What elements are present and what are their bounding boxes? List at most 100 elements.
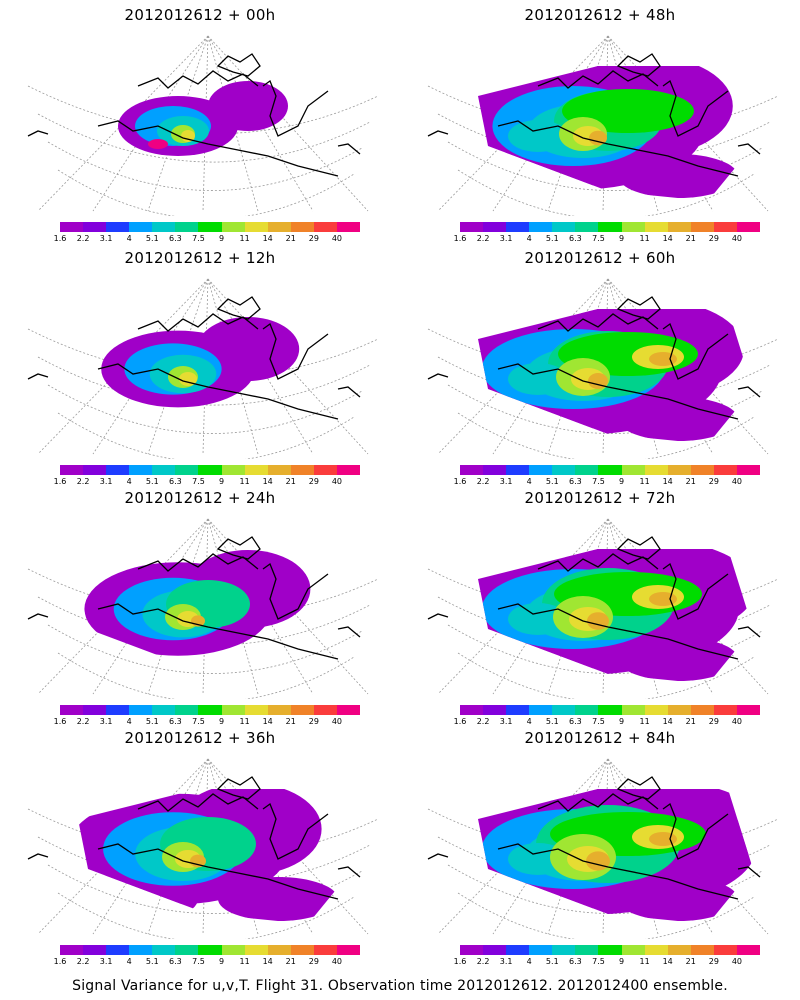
colorbar-tick-label: 29: [708, 234, 719, 243]
colorbar-tick-label: 2.2: [76, 477, 90, 486]
colorbar-tick-label: 9: [218, 717, 225, 726]
colorbar-labels: 1.6 2.2 3.1 4 5.1 6.3 7.5 9 11 14 21 29 40: [54, 477, 360, 487]
colorbar-tick-label: 21: [685, 234, 696, 243]
variance-contour: [508, 120, 568, 152]
colorbar-swatch: [460, 705, 484, 715]
colorbar-swatch: [575, 222, 599, 232]
coastline: [427, 296, 761, 420]
colorbar-tick-label: 21: [285, 717, 296, 726]
colorbar-swatch: [290, 705, 314, 715]
colorbar-tick-label: 21: [285, 234, 296, 243]
colorbar-swatch: [621, 465, 645, 475]
colorbar-tick-label: 11: [239, 477, 250, 486]
colorbar-tick-label: 29: [308, 717, 319, 726]
colorbar-tick-label: 9: [218, 477, 225, 486]
colorbar: [60, 465, 361, 475]
variance-contour: [589, 130, 607, 146]
colorbar-swatch: [552, 705, 576, 715]
colorbar-swatch: [198, 465, 222, 475]
colorbar-swatch: [667, 465, 691, 475]
colorbar-swatch: [175, 465, 199, 475]
panel-title: 2012012612 + 36h: [124, 729, 276, 747]
variance-map: [27, 518, 379, 699]
colorbar-swatch: [736, 222, 761, 232]
map-panel: 2012012612 + 00h 1.6 2.2 3.1 4 5.1 6.3 7.5 9 11 14…: [0, 0, 400, 243]
colorbar-swatch: [667, 705, 691, 715]
colorbar-swatch: [198, 945, 222, 955]
colorbar-swatch: [313, 222, 337, 232]
colorbar-swatch: [644, 705, 668, 715]
colorbar-tick-label: 1.6: [53, 477, 67, 486]
colorbar-tick-label: 4: [526, 957, 532, 966]
colorbar: [60, 222, 361, 232]
colorbar-swatch: [483, 465, 507, 475]
variance-field: [84, 550, 311, 656]
colorbar-tick-label: 4: [126, 477, 132, 486]
colorbar-tick-label: 6.3: [569, 477, 582, 486]
colorbar-tick-label: 1.6: [453, 234, 467, 243]
colorbar: [460, 945, 761, 955]
map-panel: 2012012612 + 48h 1.6 2.2 3.1 4 5.1 6.3 7.5 9 11 14…: [400, 0, 800, 243]
colorbar-tick-label: 7.5: [192, 717, 205, 726]
colorbar-tick-label: 6.3: [169, 234, 182, 243]
colorbar-swatch: [267, 465, 291, 475]
colorbar-swatch: [460, 222, 484, 232]
colorbar-tick-label: 4: [126, 234, 132, 243]
colorbar-swatch: [336, 945, 361, 955]
colorbar-tick-label: 40: [731, 717, 743, 726]
colorbar-swatch: [313, 945, 337, 955]
variance-field: [101, 317, 300, 408]
colorbar-tick-label: 21: [685, 957, 696, 966]
colorbar-swatch: [175, 222, 199, 232]
colorbar-swatch: [336, 465, 361, 475]
colorbar-swatch: [106, 705, 130, 715]
colorbar-tick-label: 1.6: [453, 717, 467, 726]
colorbar-tick-label: 29: [308, 957, 319, 966]
colorbar-swatch: [621, 945, 645, 955]
colorbar-swatch: [690, 945, 714, 955]
colorbar-tick-label: 29: [708, 957, 719, 966]
colorbar-tick-label: 11: [239, 717, 250, 726]
colorbar: [460, 705, 761, 715]
colorbar-swatch: [60, 945, 84, 955]
colorbar-swatch: [336, 705, 361, 715]
variance-contour: [618, 877, 738, 921]
colorbar-tick-label: 5.1: [545, 234, 559, 243]
colorbar-swatch: [460, 465, 484, 475]
colorbar-swatch: [175, 945, 199, 955]
colorbar-tick-label: 40: [331, 477, 343, 486]
colorbar-swatch: [667, 945, 691, 955]
map-panel: 2012012612 + 84h 1.6 2.2 3.1 4 5.1 6.3 7.5 9 11 14…: [400, 723, 800, 966]
colorbar-swatch: [60, 465, 84, 475]
variance-field: [478, 66, 738, 201]
variance-field: [118, 81, 288, 156]
colorbar-swatch: [129, 705, 153, 715]
colorbar-tick-label: 14: [262, 957, 273, 966]
colorbar-tick-label: 14: [262, 234, 273, 243]
colorbar-tick-label: 5.1: [545, 957, 559, 966]
colorbar-swatch: [621, 222, 645, 232]
variance-map: [27, 35, 379, 216]
colorbar-tick-label: 7.5: [592, 957, 605, 966]
colorbar-swatch: [644, 222, 668, 232]
colorbar-tick-label: 3.1: [99, 234, 113, 243]
colorbar-tick-label: 3.1: [99, 477, 113, 486]
colorbar-tick-label: 11: [239, 957, 250, 966]
colorbar-swatch: [552, 945, 576, 955]
colorbar-swatch: [267, 222, 291, 232]
colorbar-tick-label: 40: [331, 234, 343, 243]
colorbar-swatch: [506, 705, 530, 715]
colorbar-tick-label: 14: [262, 717, 273, 726]
colorbar-swatch: [483, 945, 507, 955]
colorbar-swatch: [713, 222, 737, 232]
coastline: [427, 776, 761, 900]
colorbar-tick-label: 7.5: [592, 234, 605, 243]
colorbar-tick-label: 40: [331, 957, 343, 966]
colorbar-swatch: [313, 465, 337, 475]
map-panel: 2012012612 + 60h 1.6 2.2 3.1 4 5.1 6.3 7.5 9 11 14…: [400, 243, 800, 486]
colorbar-tick-label: 21: [685, 717, 696, 726]
colorbar-tick-label: 6.3: [169, 957, 182, 966]
colorbar-tick-label: 7.5: [192, 234, 205, 243]
colorbar-swatch: [221, 222, 245, 232]
colorbar-swatch: [552, 465, 576, 475]
